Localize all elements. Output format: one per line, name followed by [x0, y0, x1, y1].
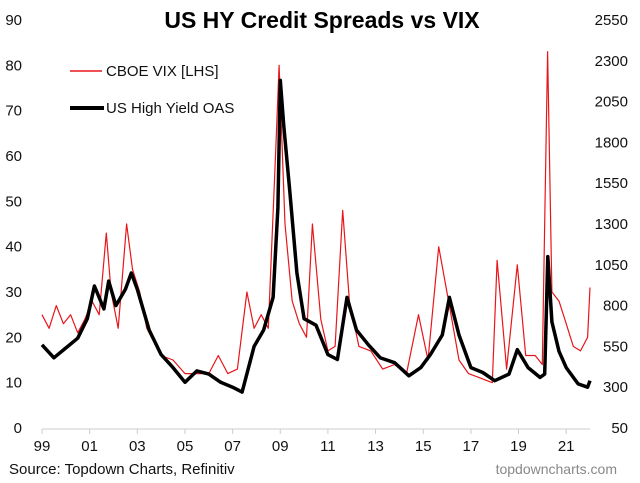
- left-tick-label: 70: [5, 103, 22, 120]
- right-tick-label: 1800: [595, 134, 628, 151]
- right-tick-label: 800: [603, 298, 628, 315]
- left-tick-label: 20: [5, 329, 22, 346]
- left-tick-label: 10: [5, 375, 22, 392]
- x-tick-label: 19: [510, 438, 527, 455]
- right-tick-label: 550: [603, 338, 628, 355]
- credit-note: topdowncharts.com: [496, 461, 617, 477]
- vix-series-line: [41, 51, 591, 384]
- series-lines: [40, 51, 592, 394]
- x-tick-label: 09: [272, 438, 289, 455]
- source-note: Source: Topdown Charts, Refinitiv: [9, 461, 235, 478]
- right-axis-ticks: 50 300 550 800 1050 1300 1550 1800 2050 2300 2550: [595, 12, 628, 437]
- legend: CBOE VIX [LHS] US High Yield OAS: [70, 63, 234, 117]
- legend-label-vix: CBOE VIX [LHS]: [106, 63, 219, 80]
- left-tick-label: 60: [5, 148, 22, 165]
- left-tick-label: 90: [5, 12, 22, 29]
- x-axis-ticks: 99 01 03 05 07 09 11 13 15 17 19 21: [34, 429, 575, 455]
- right-tick-label: 2050: [595, 94, 628, 111]
- left-tick-label: 80: [5, 57, 22, 74]
- x-tick-label: 07: [224, 438, 241, 455]
- right-tick-label: 300: [603, 379, 628, 396]
- chart-title: US HY Credit Spreads vs VIX: [164, 7, 480, 33]
- left-axis-ticks: 0 10 20 30 40 50 60 70 80 90: [5, 12, 22, 437]
- left-tick-label: 0: [14, 420, 22, 437]
- right-tick-label: 1300: [595, 216, 628, 233]
- right-tick-label: 1050: [595, 257, 628, 274]
- x-tick-label: 13: [367, 438, 384, 455]
- legend-label-oas: US High Yield OAS: [106, 100, 234, 117]
- right-tick-label: 50: [611, 420, 628, 437]
- x-tick-label: 99: [34, 438, 51, 455]
- right-tick-label: 2550: [595, 12, 628, 29]
- hy-oas-series-line: [40, 78, 592, 394]
- left-tick-label: 30: [5, 284, 22, 301]
- left-tick-label: 50: [5, 193, 22, 210]
- left-tick-label: 40: [5, 239, 22, 256]
- right-tick-label: 1550: [595, 175, 628, 192]
- x-tick-label: 11: [320, 438, 336, 455]
- x-tick-label: 17: [463, 438, 480, 455]
- x-tick-label: 05: [177, 438, 194, 455]
- right-tick-label: 2300: [595, 53, 628, 70]
- x-tick-label: 21: [558, 438, 575, 455]
- x-tick-label: 03: [129, 438, 146, 455]
- x-tick-label: 01: [81, 438, 98, 455]
- x-tick-label: 15: [415, 438, 432, 455]
